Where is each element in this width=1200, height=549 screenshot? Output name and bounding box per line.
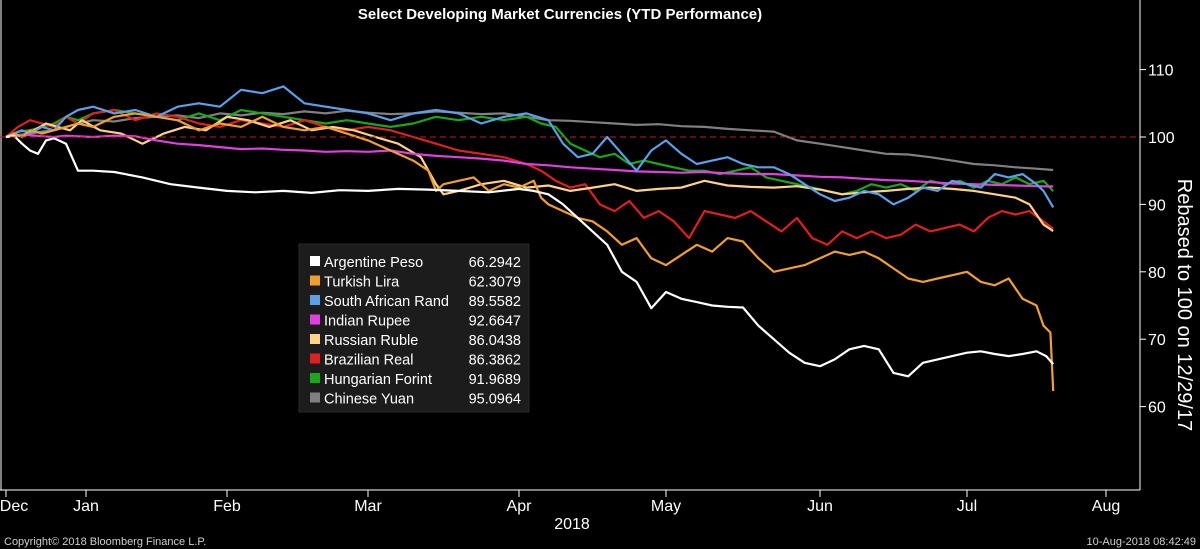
y-tick-label: 60 bbox=[1148, 400, 1166, 417]
x-tick-label: Jun bbox=[807, 498, 833, 515]
x-tick-label: Apr bbox=[507, 498, 533, 515]
legend-swatch bbox=[310, 392, 320, 403]
y-tick-label: 100 bbox=[1148, 130, 1175, 147]
y-tick-label: 80 bbox=[1148, 265, 1166, 282]
legend-label: Russian Ruble bbox=[324, 333, 418, 349]
legend-value: 86.0438 bbox=[469, 333, 521, 349]
legend-label: South African Rand bbox=[324, 294, 449, 310]
legend-swatch bbox=[310, 314, 320, 325]
y-tick-label: 90 bbox=[1148, 197, 1166, 214]
x-tick-label: Jan bbox=[73, 498, 99, 515]
series-line-argentine-peso bbox=[5, 134, 1055, 378]
x-tick-label: Feb bbox=[213, 498, 241, 515]
legend-label: Turkish Lira bbox=[324, 275, 400, 291]
axes: 60 70 80 90 100 110 Dec Jan Feb Mar Apr May Jun Jul Au… bbox=[0, 0, 1175, 515]
legend-value: 89.5582 bbox=[469, 294, 521, 310]
legend-value: 66.2942 bbox=[469, 255, 521, 271]
legend-swatch bbox=[310, 295, 320, 305]
legend-value: 92.6647 bbox=[469, 314, 521, 330]
y-tick-label: 110 bbox=[1148, 63, 1174, 80]
chart-title: Select Developing Market Currencies (YTD… bbox=[358, 6, 762, 23]
legend-label: Chinese Yuan bbox=[324, 392, 414, 408]
legend-value: 95.0964 bbox=[469, 392, 521, 408]
series-line-indian-rupee bbox=[5, 133, 1054, 188]
y-axis-label: Rebased to 100 on 12/29/17 bbox=[1173, 179, 1195, 431]
plot-area bbox=[5, 85, 1055, 392]
x-tick-label: May bbox=[651, 498, 681, 515]
x-tick-label: Mar bbox=[354, 498, 382, 515]
x-tick-label: Jul bbox=[957, 498, 977, 515]
legend-swatch bbox=[310, 275, 320, 286]
series-line-turkish-lira bbox=[5, 112, 1055, 392]
legend-label: Hungarian Forint bbox=[324, 372, 432, 388]
legend-label: Brazilian Real bbox=[324, 353, 413, 369]
y-tick-label: 70 bbox=[1148, 332, 1166, 349]
legend-value: 62.3079 bbox=[469, 275, 521, 291]
x-tick-label: Aug bbox=[1092, 498, 1120, 515]
legend-swatch bbox=[310, 373, 320, 383]
legend-label: Argentine Peso bbox=[324, 255, 423, 271]
legend-box bbox=[298, 243, 530, 413]
series-line-south-african-rand bbox=[5, 85, 1055, 208]
series-line-chinese-yuan bbox=[5, 109, 1054, 172]
legend-value: 91.9689 bbox=[469, 372, 521, 388]
legend-value: 86.3862 bbox=[469, 353, 521, 369]
legend: Argentine Peso 66.2942 Turkish Lira 62.3079… bbox=[298, 243, 530, 413]
legend-swatch bbox=[310, 256, 320, 266]
legend-swatch bbox=[310, 353, 320, 364]
timestamp-text: 10-Aug-2018 08:42:49 bbox=[1087, 536, 1196, 548]
x-tick-label: Dec bbox=[0, 498, 28, 515]
legend-swatch bbox=[310, 334, 320, 344]
series-line-brazilian-real bbox=[5, 108, 1054, 246]
legend-label: Indian Rupee bbox=[324, 314, 410, 330]
year-label: 2018 bbox=[554, 516, 590, 533]
copyright-text: Copyright© 2018 Bloomberg Finance L.P. bbox=[4, 536, 206, 548]
